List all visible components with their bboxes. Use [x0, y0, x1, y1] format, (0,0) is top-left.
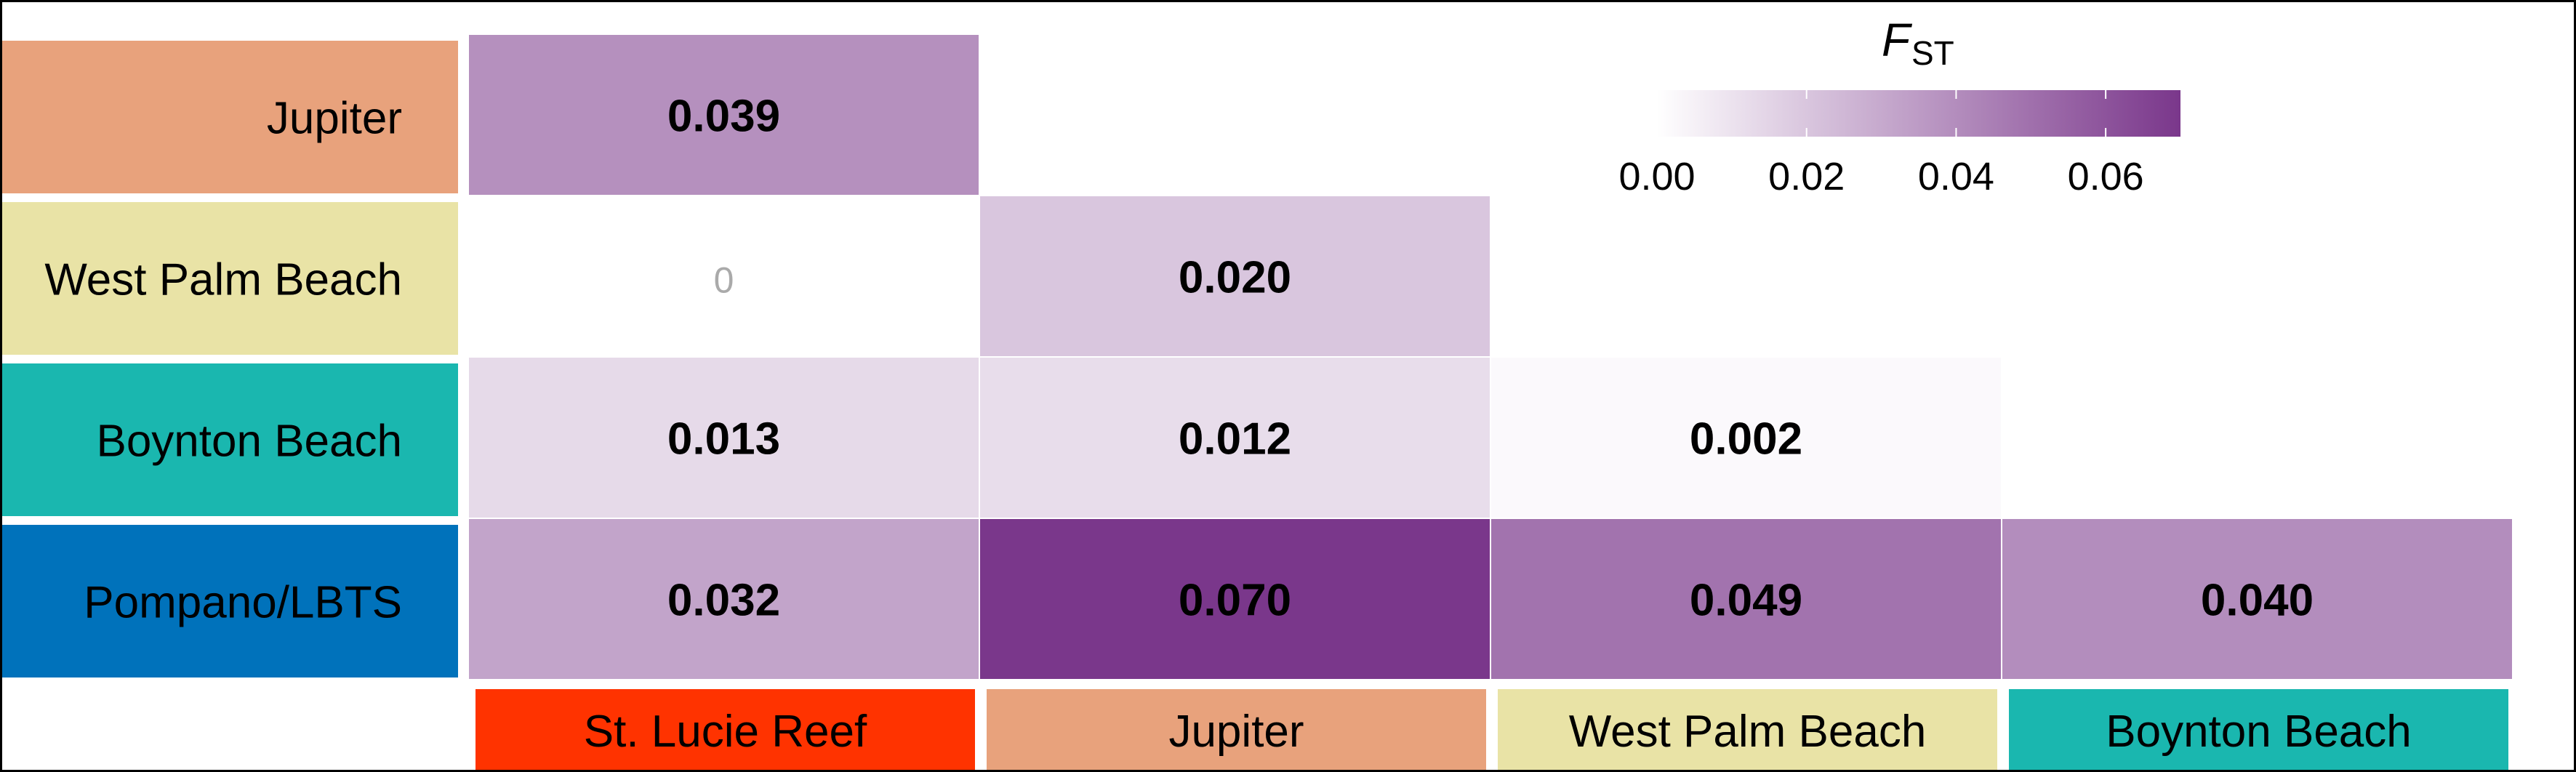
- col-label-west-palm-beach: West Palm Beach: [1569, 707, 1927, 757]
- row-label-jupiter: Jupiter: [267, 93, 402, 143]
- cell-west-palm-beach-st-lucie-reef-label: 0: [714, 260, 734, 300]
- cell-pompano-lbts-boynton-beach: [2001, 518, 2513, 680]
- col-label-st-lucie-reef: St. Lucie Reef: [584, 707, 867, 757]
- cell-west-palm-beach-jupiter: [979, 195, 1491, 358]
- cell-pompano-lbts-jupiter: [979, 518, 1491, 680]
- cell-boynton-beach-st-lucie-reef: [468, 356, 980, 519]
- cell-jupiter-st-lucie-reef: [468, 33, 980, 196]
- cell-west-palm-beach-st-lucie-reef: [468, 195, 980, 358]
- legend-tick-label: 0.04: [1918, 155, 1994, 198]
- legend-tick-label: 0.02: [1768, 155, 1845, 198]
- row-label-box-pompano-lbts: [2, 525, 458, 677]
- col-label-box-st-lucie-reef: [476, 689, 975, 770]
- cell-west-palm-beach-jupiter-label: 0.020: [1179, 252, 1291, 302]
- col-label-boynton-beach: Boynton Beach: [2106, 707, 2412, 757]
- col-label-box-jupiter: [987, 689, 1486, 770]
- legend-tick-label: 0.06: [2068, 155, 2144, 198]
- cell-boynton-beach-jupiter: [979, 356, 1491, 519]
- cell-boynton-beach-st-lucie-reef-label: 0.013: [667, 414, 780, 464]
- row-label-box-west-palm-beach: [2, 202, 458, 355]
- cell-pompano-lbts-st-lucie-reef: [468, 518, 980, 680]
- cell-boynton-beach-west-palm-beach-label: 0.002: [1690, 414, 1802, 464]
- col-label-jupiter: Jupiter: [1168, 707, 1304, 757]
- row-label-boynton-beach: Boynton Beach: [96, 416, 402, 466]
- legend-title-main: F: [1882, 14, 1913, 66]
- cell-pompano-lbts-st-lucie-reef-label: 0.032: [667, 575, 780, 625]
- cell-boynton-beach-west-palm-beach: [1490, 356, 2002, 519]
- legend-title-sub: ST: [1911, 34, 1954, 72]
- row-label-west-palm-beach: West Palm Beach: [44, 254, 402, 305]
- cell-pompano-lbts-jupiter-label: 0.070: [1179, 575, 1291, 625]
- cell-boynton-beach-jupiter-label: 0.012: [1179, 414, 1291, 464]
- legend-tick-label: 0.00: [1618, 155, 1695, 198]
- cell-pompano-lbts-west-palm-beach-label: 0.049: [1690, 575, 1802, 625]
- col-label-box-west-palm-beach: [1498, 689, 1997, 770]
- col-label-box-boynton-beach: [2009, 689, 2508, 770]
- row-label-pompano-lbts: Pompano/LBTS: [84, 577, 402, 627]
- cell-pompano-lbts-boynton-beach-label: 0.040: [2201, 575, 2314, 625]
- legend-colorbar: [1657, 90, 2180, 137]
- row-label-box-jupiter: [2, 41, 458, 193]
- cell-jupiter-st-lucie-reef-label: 0.039: [667, 91, 780, 141]
- cell-pompano-lbts-west-palm-beach: [1490, 518, 2002, 680]
- row-label-box-boynton-beach: [2, 363, 458, 516]
